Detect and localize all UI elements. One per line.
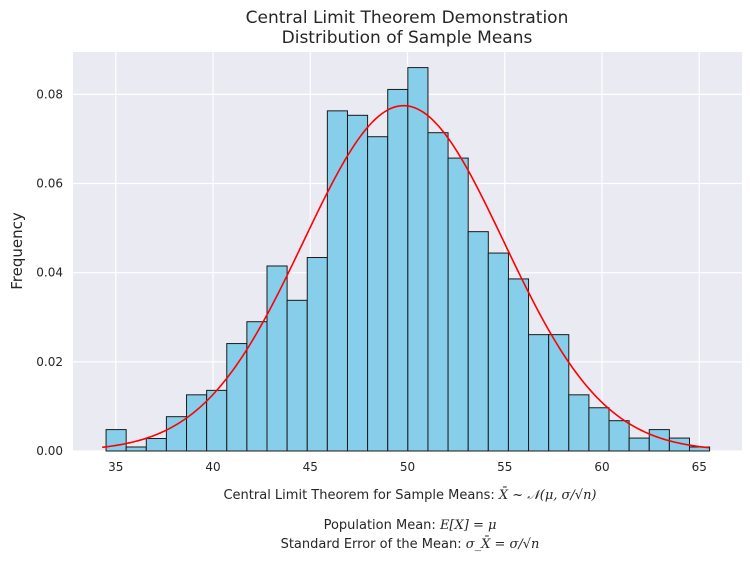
histogram-bar bbox=[266, 265, 288, 452]
histogram-bar bbox=[286, 299, 308, 452]
y-tick-label: 0.00 bbox=[36, 444, 63, 458]
y-tick-label: 0.06 bbox=[36, 177, 63, 191]
histogram-bar bbox=[226, 343, 248, 452]
x-tick-label: 45 bbox=[303, 460, 318, 474]
x-axis-label: Sample Mean bbox=[355, 478, 457, 496]
histogram-bar bbox=[407, 67, 429, 452]
histogram-bar bbox=[427, 132, 449, 452]
histogram-bars bbox=[105, 67, 711, 452]
x-tick-label: 35 bbox=[108, 460, 123, 474]
x-axis-ticks: 35 40 45 50 55 60 65 bbox=[108, 460, 707, 474]
caption-line-3-math: σ_X̄ = σ/√n bbox=[465, 537, 540, 552]
y-tick-label: 0.04 bbox=[36, 266, 63, 280]
y-axis-label: Frequency bbox=[8, 212, 26, 290]
histogram-bar bbox=[528, 334, 550, 452]
histogram-bar bbox=[165, 416, 188, 452]
histogram-bar bbox=[548, 334, 570, 452]
caption-line-1-text: Central Limit Theorem for Sample Means: bbox=[223, 488, 499, 503]
chart-title-line-2: Distribution of Sample Means bbox=[282, 28, 533, 48]
normal-curve bbox=[102, 104, 710, 449]
histogram-bar bbox=[628, 437, 650, 452]
caption-line-1-math: X̄ ~ 𝒩(μ, σ/√n) bbox=[498, 488, 597, 503]
histogram-bar bbox=[608, 420, 630, 452]
caption-line-1: Central Limit Theorem for Sample Means: … bbox=[0, 488, 750, 503]
histogram-bar bbox=[387, 88, 409, 452]
x-tick-label: 55 bbox=[497, 460, 512, 474]
histogram-bar bbox=[367, 136, 389, 452]
histogram-bar bbox=[467, 231, 489, 452]
histogram-bar bbox=[507, 278, 530, 452]
histogram-bar bbox=[487, 252, 509, 452]
x-tick-label: 50 bbox=[400, 460, 415, 474]
histogram-bar bbox=[105, 429, 127, 452]
histogram-bar bbox=[568, 394, 590, 452]
histogram-bar bbox=[145, 438, 167, 452]
x-tick-label: 60 bbox=[594, 460, 609, 474]
x-tick-label: 40 bbox=[205, 460, 220, 474]
histogram-bar bbox=[346, 114, 369, 452]
x-tick-label: 65 bbox=[692, 460, 707, 474]
histogram-bar bbox=[306, 257, 328, 452]
caption-line-2-text: Population Mean: bbox=[323, 518, 440, 533]
caption-line-2: Population Mean: E[X] = μ bbox=[0, 518, 750, 533]
caption-line-3: Standard Error of the Mean: σ_X̄ = σ/√n bbox=[0, 537, 750, 552]
y-axis-ticks: 0.00 0.02 0.04 0.06 0.08 bbox=[36, 87, 63, 458]
histogram-bar bbox=[206, 389, 228, 452]
caption-line-2-math: E[X] = μ bbox=[439, 518, 497, 533]
histogram-bar bbox=[246, 321, 268, 452]
histogram-bar bbox=[125, 446, 147, 452]
histogram-bar bbox=[447, 157, 469, 452]
y-tick-label: 0.02 bbox=[36, 355, 63, 369]
caption-line-3-text: Standard Error of the Mean: bbox=[280, 537, 466, 552]
histogram-bar bbox=[588, 407, 610, 452]
chart-title-line-1: Central Limit Theorem Demonstration bbox=[246, 8, 569, 28]
y-tick-label: 0.08 bbox=[36, 87, 63, 101]
